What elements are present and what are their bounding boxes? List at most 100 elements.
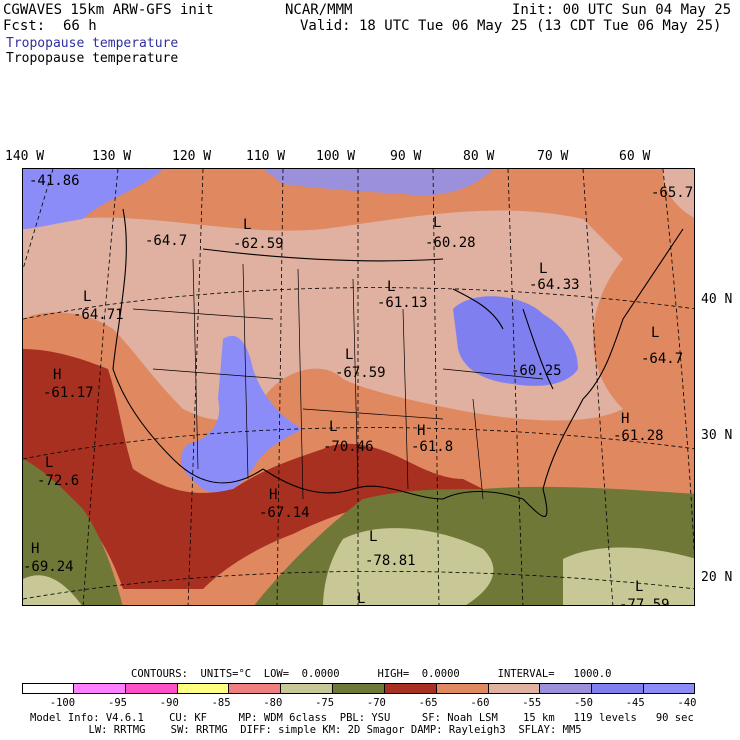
colorbar-tick-label: -45 (625, 697, 645, 709)
map-low-marker: L (357, 591, 365, 606)
lat-label-20n: 20 N (701, 570, 733, 585)
map-high-marker: H (31, 541, 39, 557)
lon-label-90w: 90 W (390, 149, 422, 164)
field-50-45-north (263, 169, 493, 196)
colorbar-tick-label: -50 (573, 697, 593, 709)
map-low-marker: L (243, 217, 251, 233)
map-value-label: -64.33 (529, 277, 580, 293)
map-value-label: -67.14 (259, 505, 310, 521)
colorbar-swatch (488, 683, 541, 694)
map-value-label: -64.7 (145, 233, 187, 249)
colorbar-swatch (436, 683, 489, 694)
lat-label-40n: 40 N (701, 292, 733, 307)
map-low-marker: L (369, 529, 377, 545)
colorbar-tick-label: -65 (418, 697, 438, 709)
colorbar-tick-label: -70 (366, 697, 386, 709)
contour-info: CONTOURS: UNITS=°C LOW= 0.0000 HIGH= 0.0… (131, 668, 612, 680)
lon-label-60w: 60 W (619, 149, 651, 164)
map-low-marker: L (433, 215, 441, 231)
map-high-marker: H (53, 367, 61, 383)
forecast-label: Fcst: (3, 18, 46, 34)
model-info-line2: LW: RRTMG SW: RRTMG DIFF: simple KM: 2D … (0, 724, 582, 736)
field-65-60 (23, 349, 483, 589)
lat-label-30n: 30 N (701, 428, 733, 443)
map-value-label: -61.28 (613, 428, 664, 444)
field-50-45-great-lakes (453, 296, 578, 386)
field-75-70-gulf (323, 528, 494, 605)
map-value-label: -64.71 (73, 307, 124, 323)
lon-label-80w: 80 W (463, 149, 495, 164)
field-75-70-southwest (23, 575, 82, 605)
map-value-label: -62.59 (233, 236, 284, 252)
map-low-marker: L (83, 289, 91, 305)
lon-label-140w: 140 W (5, 149, 45, 164)
map-low-marker: L (387, 279, 395, 295)
model-info-line1: Model Info: V4.6.1 CU: KF MP: WDM 6class… (30, 712, 694, 724)
map-high-marker: H (621, 411, 629, 427)
map-value-label: -78.81 (365, 553, 416, 569)
field-70-65-west (23, 459, 123, 605)
colorbar-swatch (73, 683, 126, 694)
colorbar-swatch (540, 683, 593, 694)
model-title: CGWAVES 15km ARW-GFS init (3, 2, 214, 18)
lon-label-130w: 130 W (92, 149, 132, 164)
map-value-label: -61.8 (411, 439, 453, 455)
colorbar-swatch (644, 683, 695, 694)
field-title: Tropopause temperature (6, 51, 179, 66)
tropopause-temperature-map: -41.86 -64.7 L -62.59 L -60.28 -65.7 L -… (23, 169, 694, 606)
lat-lon-grid (23, 169, 694, 605)
map-value-label: -60.25 (511, 363, 562, 379)
map-labels: -41.86 -64.7 L -62.59 L -60.28 -65.7 L -… (23, 173, 693, 606)
map-value-label: -69.24 (23, 559, 74, 575)
map-low-marker: L (45, 455, 53, 471)
colorbar-tick-label: -55 (522, 697, 542, 709)
colorbar-tick-label: -80 (263, 697, 283, 709)
lon-label-110w: 110 W (246, 149, 286, 164)
lon-label-100w: 100 W (316, 149, 356, 164)
init-time: Init: 00 UTC Sun 04 May 25 (512, 2, 732, 18)
colorbar-swatch (177, 683, 230, 694)
map-value-label: -41.86 (29, 173, 80, 189)
map-value-label: -77.59 (619, 597, 670, 606)
map-value-label: -61.17 (43, 385, 94, 401)
colorbar-tick-label: -60 (470, 697, 490, 709)
colorbar-swatch (384, 683, 437, 694)
forecast-hour: 66 h (63, 18, 97, 34)
colorbar-swatch (333, 683, 385, 694)
map-low-marker: L (635, 579, 643, 595)
map-value-label: -67.59 (335, 365, 386, 381)
colorbar-tick-label: -95 (108, 697, 127, 709)
coastlines (112, 208, 684, 518)
map-panel[interactable]: -41.86 -64.7 L -62.59 L -60.28 -65.7 L -… (22, 168, 695, 606)
map-high-marker: H (269, 487, 277, 503)
map-low-marker: L (345, 347, 353, 363)
field-75-70-caribbean (563, 547, 694, 605)
field-45-40-northwest (23, 169, 163, 229)
map-value-label: -61.13 (377, 295, 428, 311)
lon-label-70w: 70 W (537, 149, 569, 164)
colorbar-tick-label: -75 (315, 697, 335, 709)
colorbar-swatch (125, 683, 178, 694)
colorbar-tick-label: -100 (49, 697, 76, 709)
map-value-label: -64.7 (641, 351, 683, 367)
map-value-label: -70.46 (323, 439, 374, 455)
colorbar-tick-label: -90 (159, 697, 179, 709)
field-title-blue: Tropopause temperature (6, 36, 179, 51)
colorbar-swatch (281, 683, 334, 694)
map-value-label: -72.6 (37, 473, 79, 489)
field-50-45-southwest (180, 335, 303, 493)
colorbar-swatch (22, 683, 74, 694)
colorbar-swatch (592, 683, 645, 694)
colorbar-swatch (229, 683, 282, 694)
map-value-label: -60.28 (425, 235, 476, 251)
map-low-marker: L (539, 261, 547, 277)
org-label: NCAR/MMM (285, 2, 353, 18)
map-low-marker: L (329, 419, 337, 435)
map-low-marker: L (651, 325, 659, 341)
map-value-label: -65.7 (651, 185, 693, 201)
colorbar-tick-label: -40 (677, 697, 697, 709)
lon-label-120w: 120 W (172, 149, 212, 164)
map-high-marker: H (417, 423, 425, 439)
state-borders (132, 258, 544, 500)
colorbar (22, 683, 695, 694)
